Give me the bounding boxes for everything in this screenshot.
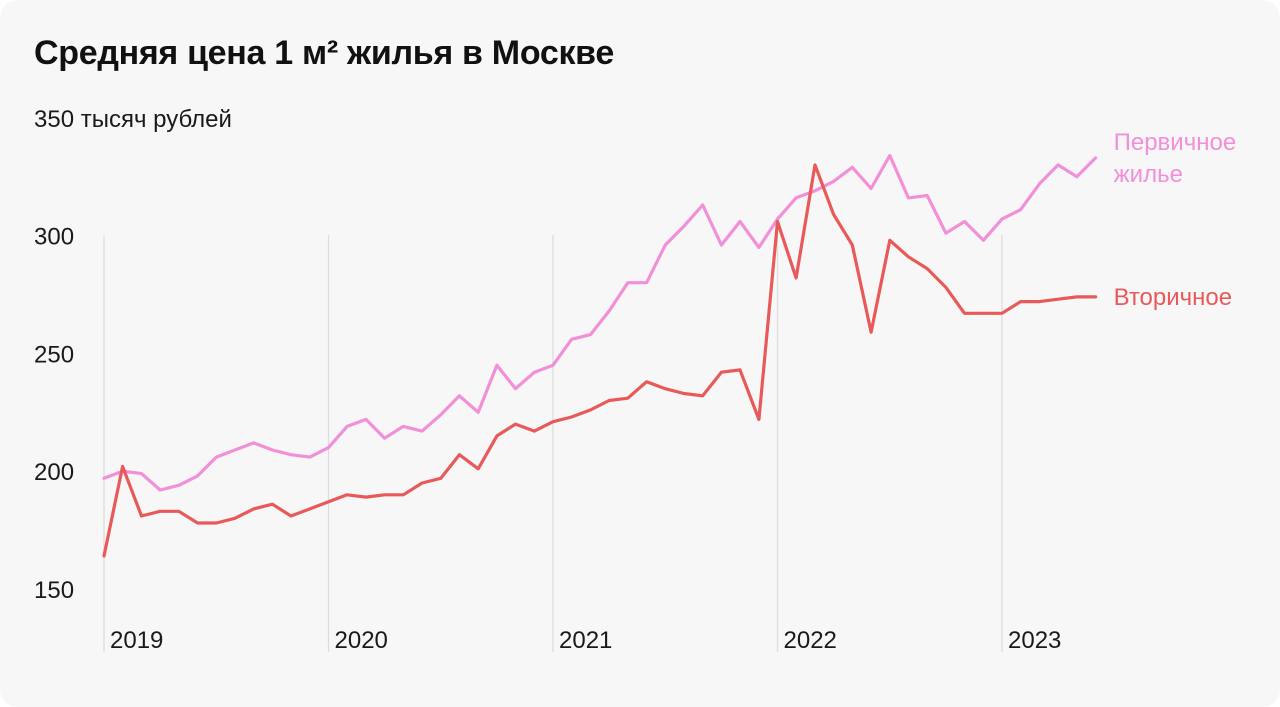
y-tick-label: 150 <box>34 577 74 604</box>
x-tick-label: 2019 <box>110 627 163 654</box>
y-tick-label: 250 <box>34 341 74 368</box>
x-tick-label: 2022 <box>784 627 837 654</box>
x-tick-label: 2023 <box>1008 627 1061 654</box>
y-tick-label: 200 <box>34 459 74 486</box>
series-label-primary: жилье <box>1114 161 1183 188</box>
series-line-secondary <box>102 163 1098 558</box>
chart-title: Средняя цена 1 м² жилья в Москве <box>34 34 614 72</box>
series-label-secondary: Вторичное <box>1114 284 1233 311</box>
series-label-primary: Первичное <box>1114 129 1237 156</box>
series-line-primary <box>102 153 1098 492</box>
x-tick-label: 2021 <box>559 627 612 654</box>
x-tick-label: 2020 <box>335 627 388 654</box>
y-tick-label: 350 тысяч рублей <box>34 106 232 133</box>
y-tick-label: 300 <box>34 224 74 251</box>
